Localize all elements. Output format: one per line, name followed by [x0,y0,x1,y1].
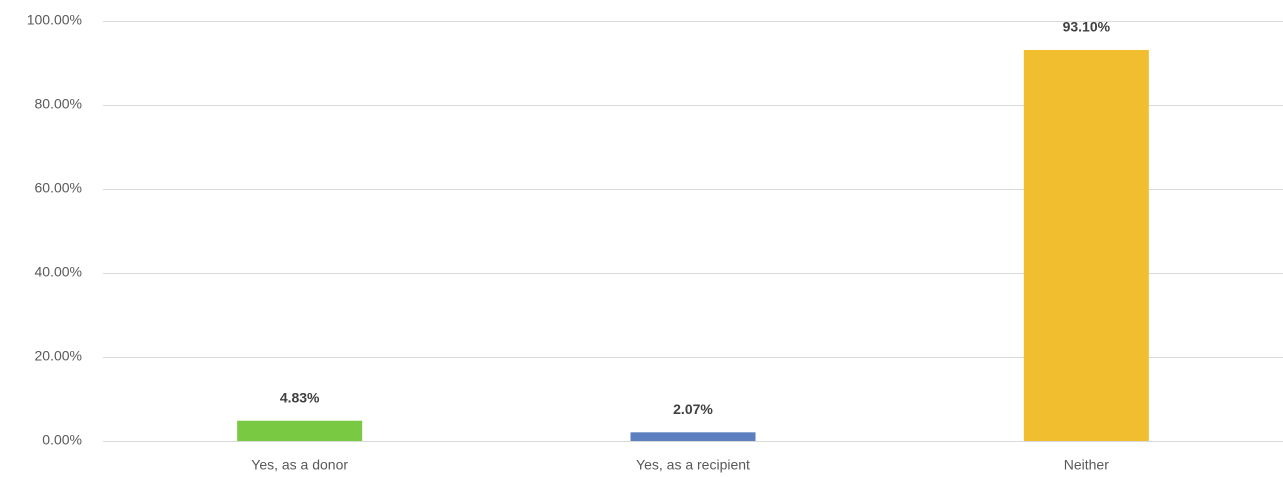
data-label: 2.07% [673,401,713,417]
y-tick-label: 80.00% [35,96,82,112]
y-tick-label: 20.00% [35,348,82,364]
data-label: 4.83% [280,389,320,405]
bar [1023,49,1149,441]
data-label: 93.10% [1063,19,1111,35]
y-tick-label: 100.00% [27,12,82,28]
x-tick-label: Neither [1064,457,1109,473]
y-tick-label: 40.00% [35,264,82,280]
bar [237,420,363,441]
y-tick-label: 0.00% [42,432,82,448]
bar [630,432,756,441]
x-tick-label: Yes, as a recipient [636,457,750,473]
x-tick-label: Yes, as a donor [251,457,348,473]
y-tick-label: 60.00% [35,180,82,196]
